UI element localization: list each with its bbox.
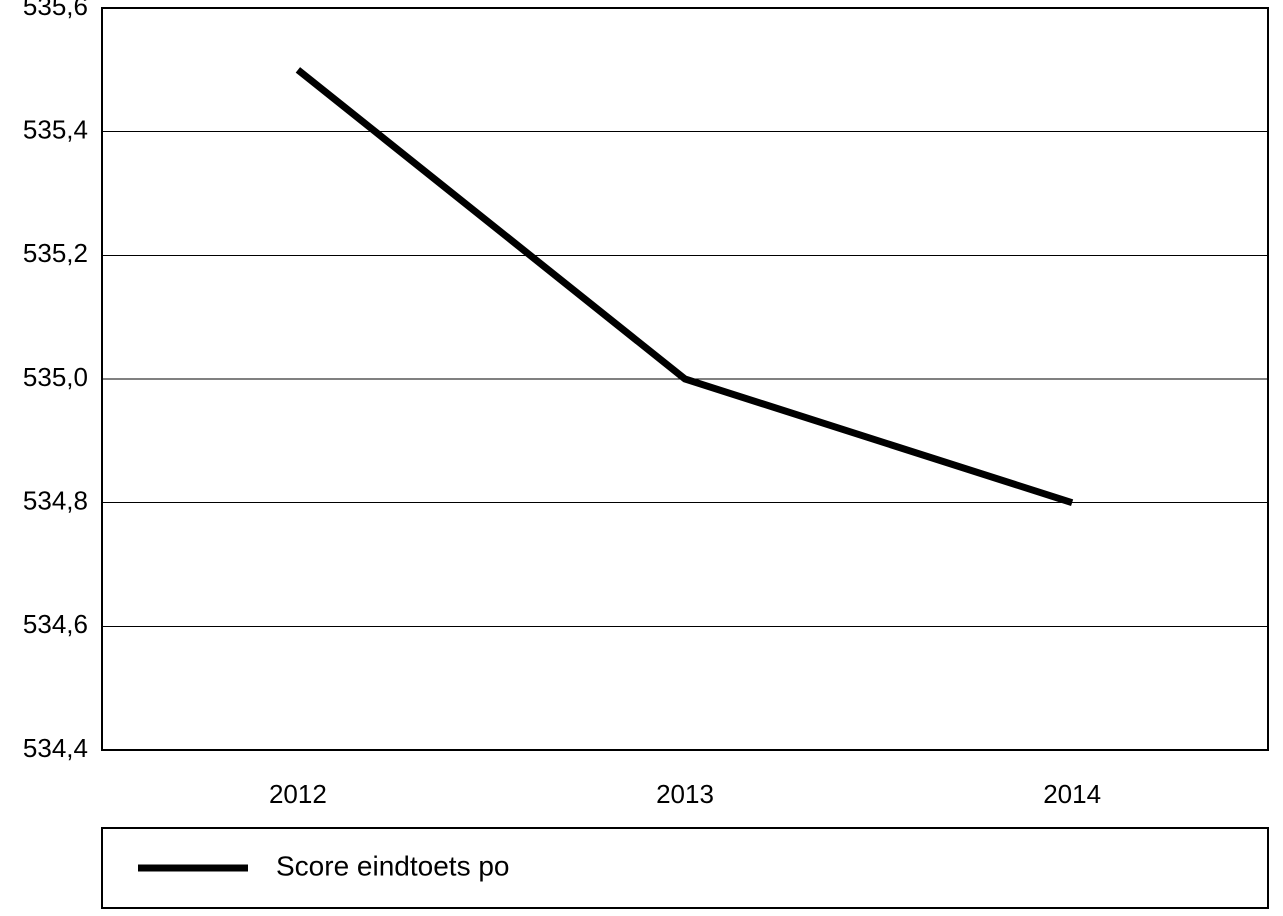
chart-container: 534,4 534,6 534,8 535,0 535,2 535,4 535,6 2012 2… <box>0 0 1283 916</box>
x-tick-label: 2013 <box>656 779 714 809</box>
y-tick-label: 535,4 <box>23 115 88 145</box>
legend-label: Score eindtoets po <box>276 850 510 881</box>
y-tick-label: 534,8 <box>23 486 88 516</box>
y-tick-label: 535,0 <box>23 362 88 392</box>
line-chart: 534,4 534,6 534,8 535,0 535,2 535,4 535,6 2012 2… <box>0 0 1283 916</box>
y-tick-label: 534,6 <box>23 609 88 639</box>
y-tick-label: 534,4 <box>23 733 88 763</box>
y-tick-label: 535,2 <box>23 238 88 268</box>
x-tick-label: 2012 <box>269 779 327 809</box>
x-tick-label: 2014 <box>1043 779 1101 809</box>
y-tick-label: 535,6 <box>23 0 88 21</box>
